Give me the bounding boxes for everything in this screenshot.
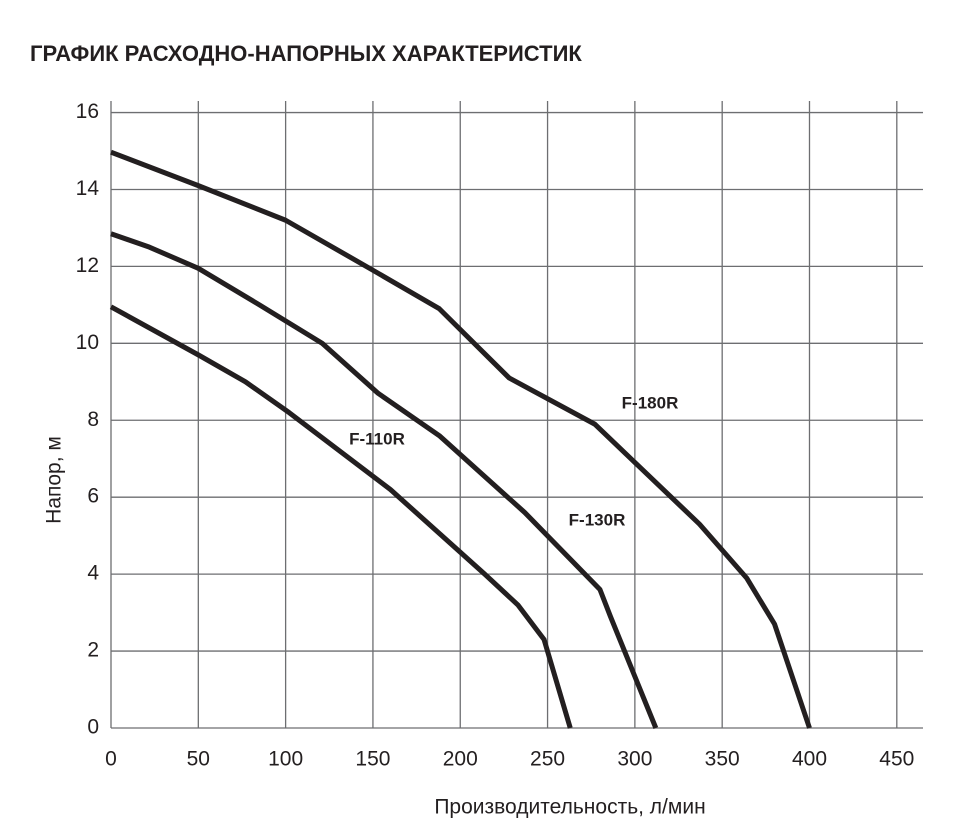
x-tick-label: 400 <box>792 748 827 771</box>
y-tick-label: 12 <box>76 254 99 277</box>
y-axis-label: Напор, м <box>43 436 66 524</box>
x-tick-label: 100 <box>268 748 303 771</box>
y-tick-label: 16 <box>76 100 99 123</box>
x-tick-label: 0 <box>105 748 117 771</box>
x-tick-label: 50 <box>187 748 210 771</box>
curve-label: F-110R <box>349 429 405 448</box>
y-tick-label: 4 <box>87 562 99 585</box>
y-tick-label: 14 <box>76 177 100 200</box>
curve-label: F-130R <box>569 510 626 529</box>
x-tick-label: 150 <box>355 748 390 771</box>
curve-label: F-180R <box>622 393 679 412</box>
y-tick-label: 0 <box>87 716 99 739</box>
y-tick-label: 6 <box>87 485 99 508</box>
x-tick-label: 200 <box>443 748 478 771</box>
y-tick-label: 2 <box>87 639 99 662</box>
curve <box>110 231 659 729</box>
x-tick-label: 450 <box>879 748 914 771</box>
x-tick-label: 250 <box>530 748 565 771</box>
curve <box>109 304 573 729</box>
y-tick-label: 10 <box>76 331 99 354</box>
chart-title: ГРАФИК РАСХОДНО-НАПОРНЫХ ХАРАКТЕРИСТИК <box>30 41 582 66</box>
y-tick-label: 8 <box>87 408 99 431</box>
x-tick-label: 350 <box>705 748 740 771</box>
x-tick-label: 300 <box>617 748 652 771</box>
curve <box>110 149 812 729</box>
x-axis-label: Производительность, л/мин <box>434 796 705 819</box>
